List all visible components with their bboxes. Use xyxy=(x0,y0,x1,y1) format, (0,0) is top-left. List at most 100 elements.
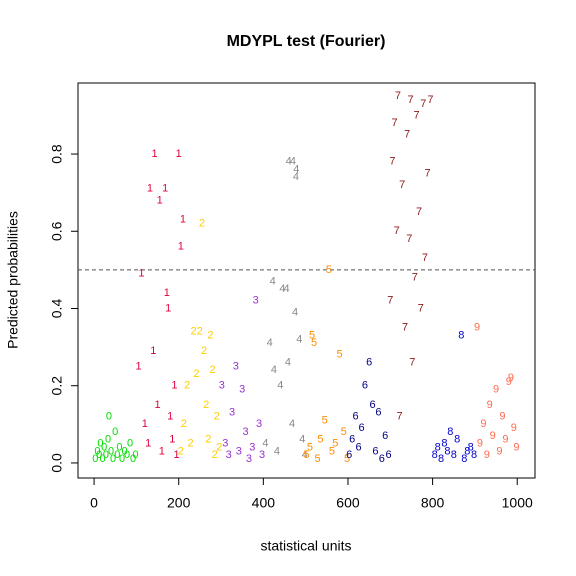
point: 6 xyxy=(382,430,388,442)
point: 9 xyxy=(484,449,490,461)
point: 7 xyxy=(416,206,422,218)
point: 9 xyxy=(499,411,505,423)
point: 9 xyxy=(513,441,519,453)
point: 0 xyxy=(124,449,130,461)
point: 1 xyxy=(142,418,148,430)
point: 6 xyxy=(366,356,372,368)
point: 3 xyxy=(239,383,245,395)
point: 6 xyxy=(386,449,392,461)
point: 4 xyxy=(302,449,308,461)
point: 1 xyxy=(154,399,160,411)
point: 3 xyxy=(259,449,265,461)
point: 8 xyxy=(435,441,441,453)
point: 3 xyxy=(246,453,252,465)
point: 1 xyxy=(165,302,171,314)
point: 2 xyxy=(193,368,199,380)
point: 2 xyxy=(199,217,205,229)
point: 2 xyxy=(184,380,190,392)
point: 4 xyxy=(289,418,295,430)
point: 8 xyxy=(444,445,450,457)
point: 6 xyxy=(355,441,361,453)
point: 6 xyxy=(379,453,385,465)
point: 6 xyxy=(349,434,355,446)
point: 4 xyxy=(286,156,292,168)
point: 0 xyxy=(132,449,138,461)
point: 5 xyxy=(326,264,332,276)
point: 7 xyxy=(397,411,403,423)
point: 6 xyxy=(375,407,381,419)
point: 2 xyxy=(203,399,209,411)
point: 7 xyxy=(412,272,418,284)
point: 9 xyxy=(496,445,502,457)
point: 2 xyxy=(201,345,207,357)
y-tick-label: 0.0 xyxy=(49,453,65,473)
point: 0 xyxy=(101,441,107,453)
point: 3 xyxy=(229,407,235,419)
point: 0 xyxy=(105,434,111,446)
point: 5 xyxy=(336,349,342,361)
point: 4 xyxy=(277,380,283,392)
point: 9 xyxy=(477,438,483,450)
x-tick-label: 200 xyxy=(167,495,191,511)
point: 9 xyxy=(502,434,508,446)
point: 3 xyxy=(236,445,242,457)
point: 3 xyxy=(256,418,262,430)
point: 8 xyxy=(432,449,438,461)
point: 7 xyxy=(394,225,400,237)
point: 4 xyxy=(299,434,305,446)
point: 8 xyxy=(464,445,470,457)
x-tick-label: 1000 xyxy=(502,495,533,511)
point: 6 xyxy=(358,422,364,434)
point: 3 xyxy=(219,380,225,392)
y-axis-label: Predicted probabilities xyxy=(5,211,21,349)
point: 5 xyxy=(317,434,323,446)
point: 7 xyxy=(387,295,393,307)
point: 2 xyxy=(207,329,213,341)
point: 0 xyxy=(112,426,118,438)
point: 1 xyxy=(171,380,177,392)
point: 7 xyxy=(391,117,397,129)
point: 4 xyxy=(267,337,273,349)
point: 8 xyxy=(438,453,444,465)
point: 5 xyxy=(322,414,328,426)
point: 0 xyxy=(103,449,109,461)
point: 8 xyxy=(471,449,477,461)
point: 8 xyxy=(447,426,453,438)
point: 0 xyxy=(130,453,136,465)
point: 1 xyxy=(164,287,170,299)
point: 1 xyxy=(178,241,184,253)
point: 1 xyxy=(162,183,168,195)
point: 4 xyxy=(285,356,291,368)
point: 2 xyxy=(197,326,203,338)
point: 3 xyxy=(222,438,228,450)
point: 1 xyxy=(180,214,186,226)
point: 2 xyxy=(212,449,218,461)
point: 0 xyxy=(106,411,112,423)
y-tick-label: 0.2 xyxy=(49,376,65,396)
point: 6 xyxy=(353,411,359,423)
point: 0 xyxy=(92,453,98,465)
point: 7 xyxy=(404,129,410,141)
point: 6 xyxy=(369,399,375,411)
point: 5 xyxy=(303,449,309,461)
point: 8 xyxy=(454,434,460,446)
point: 0 xyxy=(116,441,122,453)
point: 2 xyxy=(181,418,187,430)
point: 4 xyxy=(262,438,268,450)
point: 1 xyxy=(147,183,153,195)
point: 2 xyxy=(209,364,215,376)
point: 1 xyxy=(159,445,165,457)
point: 4 xyxy=(292,306,298,318)
point: 5 xyxy=(329,445,335,457)
point: 7 xyxy=(408,94,414,106)
point: 2 xyxy=(205,434,211,446)
chart-title: MDYPL test (Fourier) xyxy=(227,33,386,50)
point: 2 xyxy=(190,326,196,338)
point: 8 xyxy=(458,329,464,341)
point: 1 xyxy=(152,148,158,160)
point: 5 xyxy=(307,441,313,453)
x-axis-label: statistical units xyxy=(260,538,351,554)
point: 7 xyxy=(413,109,419,121)
point: 0 xyxy=(99,453,105,465)
